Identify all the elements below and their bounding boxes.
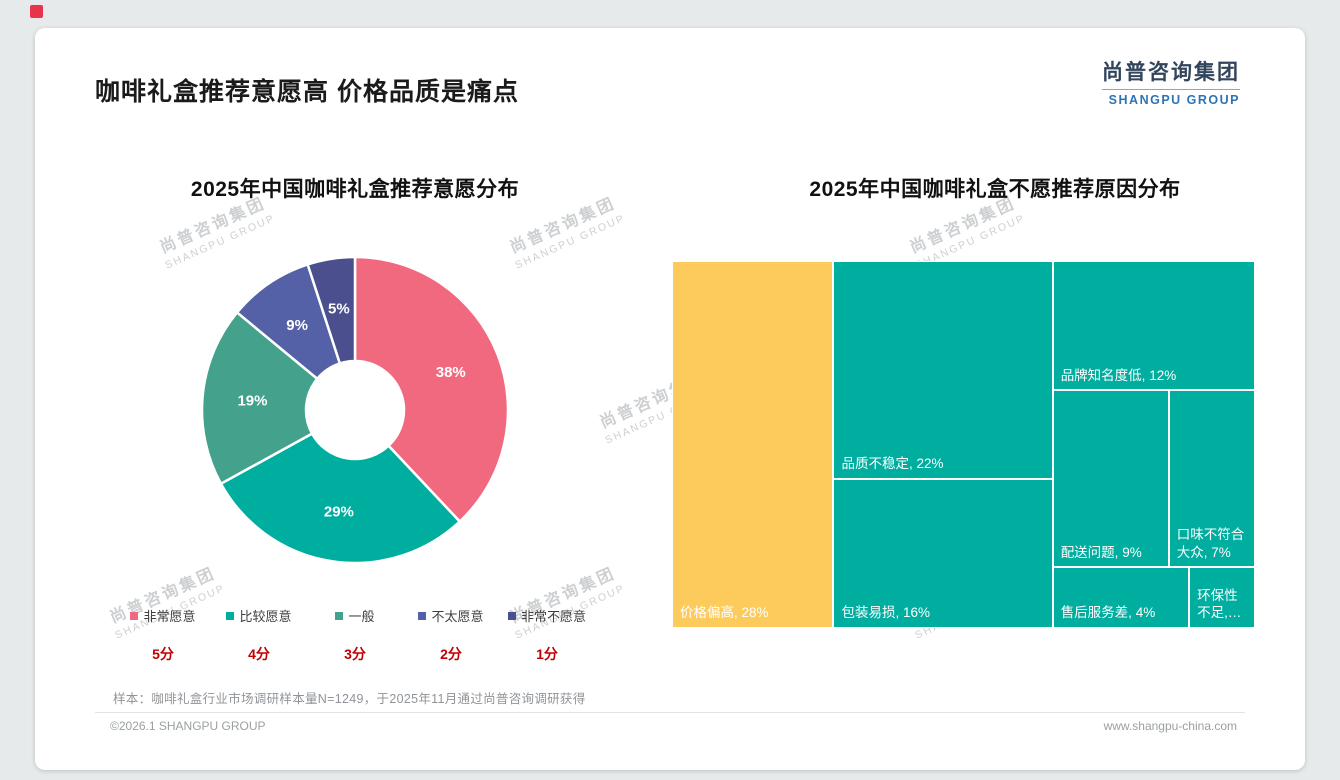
- treemap-label: 配送问题, 9%: [1060, 544, 1142, 560]
- pie-value-label: 5%: [328, 300, 350, 317]
- treemap-label: 环保性不足,…: [1197, 587, 1242, 621]
- page-title: 咖啡礼盒推荐意愿高 价格品质是痛点: [95, 78, 519, 106]
- watermark: 尚普咨询集团 SHANGPU GROUP: [503, 558, 628, 642]
- legend-swatch: [226, 611, 235, 620]
- score-label: 5分: [152, 646, 174, 662]
- treemap-node-品质不稳定: 品质不稳定, 22%: [833, 261, 1053, 479]
- slide: 尚普咨询集团 SHANGPU GROUP 尚普咨询集团 SHANGPU GROU…: [35, 28, 1305, 770]
- treemap-label: 售后服务差, 4%: [1060, 605, 1156, 621]
- treemap-node-售后服务差: 售后服务差, 4%: [1052, 567, 1190, 628]
- treemap-node-品牌知名度低: 品牌知名度低, 12%: [1052, 261, 1255, 391]
- legend-swatch: [418, 611, 427, 620]
- pie-legend: 非常愿意 比较愿意 一般 不太愿意 非常不愿意: [115, 606, 595, 625]
- treemap-node-价格偏高: 价格偏高, 28%: [672, 261, 834, 628]
- footer-divider: [95, 712, 1245, 713]
- treemap-label: 包装易损, 16%: [841, 605, 931, 621]
- logo-cn-text: 尚普咨询集团: [1102, 61, 1240, 84]
- pie-value-label: 29%: [324, 504, 354, 521]
- pie-slice-非常愿意: [353, 255, 510, 524]
- treemap-chart-title: 2025年中国咖啡礼盒不愿推荐原因分布: [809, 178, 1181, 201]
- legend-swatch: [335, 611, 344, 620]
- legend-label: 不太愿意: [431, 609, 484, 624]
- legend-item-不太愿意: 不太愿意: [403, 606, 499, 625]
- treemap-node-口味不符合大众: 口味不符合大众, 7%: [1168, 390, 1255, 568]
- legend-item-一般: 一般: [307, 606, 403, 625]
- donut-chart-title: 2025年中国咖啡礼盒推荐意愿分布: [190, 178, 520, 201]
- pie-value-label: 19%: [237, 392, 267, 409]
- donut-chart: 38% 29% 19% 9% 5%: [195, 250, 515, 570]
- logo-en-text: SHANGPU GROUP: [1102, 89, 1240, 107]
- treemap-label: 价格偏高, 28%: [680, 605, 769, 621]
- legend-item-比较愿意: 比较愿意: [211, 606, 307, 625]
- score-label: 4分: [248, 646, 270, 662]
- legend-item-非常愿意: 非常愿意: [115, 606, 211, 625]
- legend-swatch: [130, 611, 139, 620]
- score-label: 1分: [536, 646, 558, 662]
- watermark: 尚普咨询集团 SHANGPU GROUP: [103, 558, 228, 642]
- treemap-label: 品牌知名度低, 12%: [1060, 367, 1177, 383]
- pie-slice-非常不愿意: [306, 255, 357, 365]
- legend-swatch: [507, 611, 516, 620]
- red-corner-mark: [30, 5, 43, 18]
- sample-footnote: 样本：咖啡礼盒行业市场调研样本量N=1249，于2025年11月通过尚普咨询调研…: [113, 692, 586, 706]
- treemap-node-配送问题: 配送问题, 9%: [1052, 390, 1169, 568]
- pie-value-label: 9%: [286, 317, 308, 334]
- legend-label: 比较愿意: [239, 609, 292, 624]
- treemap-node-包装易损: 包装易损, 16%: [833, 478, 1053, 628]
- pie-value-label: 38%: [436, 364, 466, 381]
- company-logo: 尚普咨询集团 SHANGPU GROUP: [1102, 56, 1240, 107]
- score-row: 5分 4分 3分 2分 1分: [115, 644, 595, 664]
- donut-svg: 38% 29% 19% 9% 5%: [200, 255, 510, 565]
- score-label: 3分: [344, 646, 366, 662]
- website-url: www.shangpu-china.com: [1103, 719, 1237, 733]
- copyright-text: ©2026.1 SHANGPU GROUP: [110, 719, 266, 733]
- pie-slice-比较愿意: [219, 431, 462, 565]
- treemap-chart: 价格偏高, 28% 品质不稳定, 22% 包装易损, 16% 品牌知名度低, 12% 配…: [672, 261, 1255, 628]
- legend-item-非常不愿意: 非常不愿意: [499, 606, 595, 625]
- score-label: 2分: [440, 646, 462, 662]
- treemap-label: 品质不稳定, 22%: [841, 456, 944, 472]
- legend-label: 非常不愿意: [520, 609, 586, 624]
- legend-label: 一般: [348, 609, 375, 624]
- treemap-node-环保性不足: 环保性不足,…: [1189, 567, 1255, 628]
- legend-label: 非常愿意: [143, 609, 196, 624]
- treemap-label: 口味不符合大众, 7%: [1176, 526, 1245, 560]
